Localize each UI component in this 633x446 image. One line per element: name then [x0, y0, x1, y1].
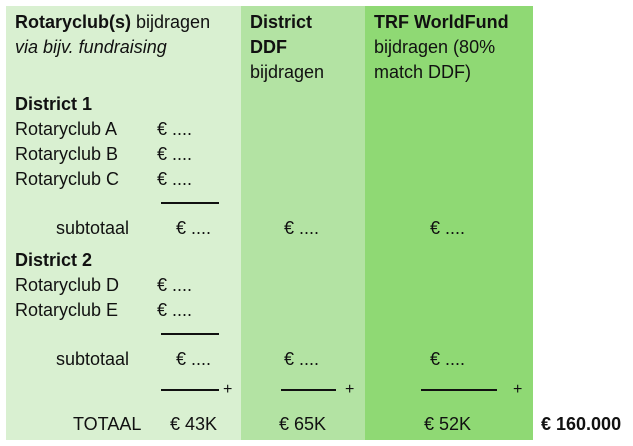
- club-d-name: Rotaryclub D: [15, 275, 120, 295]
- col1-header: Rotaryclub(s) bijdragen: [15, 10, 210, 34]
- col3-header-line2: bijdragen (80%: [374, 37, 496, 57]
- total-label: TOTAAL: [73, 414, 142, 434]
- total-wf: € 52K: [424, 414, 472, 434]
- district1-subtotal-club: € ....: [176, 218, 212, 238]
- club-b-name: Rotaryclub B: [15, 144, 119, 164]
- total-sum-line-club: [161, 389, 219, 391]
- district2-subtotal-ddf: € ....: [284, 349, 320, 369]
- total-sum-line-ddf: [281, 389, 336, 391]
- total-sum-line-wf: [421, 389, 497, 391]
- column-trf-worldfund: [365, 6, 533, 440]
- club-c-amount: € ....: [157, 169, 193, 189]
- club-a-name: Rotaryclub A: [15, 119, 118, 139]
- club-b-amount: € ....: [157, 144, 193, 164]
- plus-sign-club: +: [223, 381, 233, 398]
- district2-subtotal-label: subtotaal: [56, 349, 130, 369]
- district2-subtotal-club: € ....: [176, 349, 212, 369]
- column-district-ddf: [241, 6, 365, 440]
- district1-subtotal-label: subtotaal: [56, 218, 130, 238]
- district2-title: District 2: [15, 250, 93, 270]
- district2-sum-line: [161, 333, 219, 335]
- col1-header-rest: bijdragen: [131, 12, 211, 32]
- club-e-amount: € ....: [157, 300, 193, 320]
- col2-header-line1: District: [250, 12, 313, 32]
- district1-subtotal-ddf: € ....: [284, 218, 320, 238]
- club-e-name: Rotaryclub E: [15, 300, 119, 320]
- plus-sign-ddf: +: [345, 381, 355, 398]
- col3-header-line3: match DDF): [374, 62, 472, 82]
- district1-subtotal-wf: € ....: [430, 218, 466, 238]
- col2-header-line2: DDF: [250, 37, 287, 57]
- grand-total: € 160.000: [541, 414, 622, 434]
- plus-sign-wf: +: [513, 381, 523, 398]
- total-club: € 43K: [170, 414, 218, 434]
- col2-header-line3: bijdragen: [250, 62, 325, 82]
- total-ddf: € 65K: [279, 414, 327, 434]
- district1-sum-line: [161, 202, 219, 204]
- column-rotaryclub-contributions: [6, 6, 241, 440]
- col1-header-sub: via bijv. fundraising: [15, 37, 167, 57]
- club-d-amount: € ....: [157, 275, 193, 295]
- club-c-name: Rotaryclub C: [15, 169, 120, 189]
- district2-subtotal-wf: € ....: [430, 349, 466, 369]
- club-a-amount: € ....: [157, 119, 193, 139]
- col1-header-bold: Rotaryclub(s): [15, 12, 132, 32]
- col3-header-line1: TRF WorldFund: [374, 12, 509, 32]
- district1-title: District 1: [15, 94, 93, 114]
